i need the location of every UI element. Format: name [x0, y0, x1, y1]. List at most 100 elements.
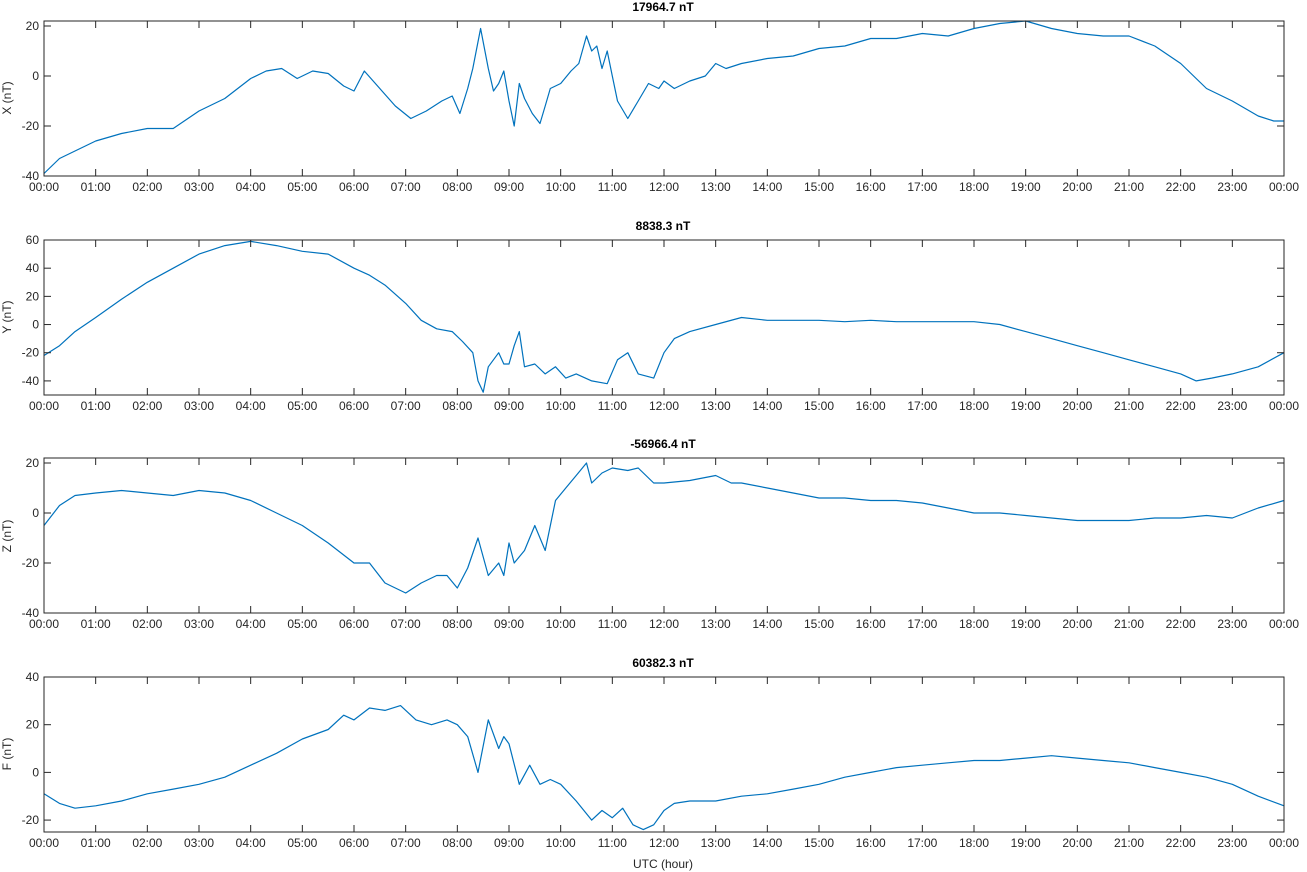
x-tick-label-f: 04:00: [236, 836, 266, 850]
x-tick-label-f: 22:00: [1166, 836, 1196, 850]
x-tick-label-z: 19:00: [1011, 617, 1041, 631]
x-tick-label-y: 23:00: [1217, 399, 1247, 413]
x-tick-label-z: 06:00: [339, 617, 369, 631]
x-tick-label-z: 12:00: [649, 617, 679, 631]
x-tick-label-y: 00:00: [1269, 399, 1299, 413]
x-tick-label-x: 03:00: [184, 180, 214, 194]
x-tick-label-f: 11:00: [598, 836, 627, 850]
series-line-x: [43, 20, 1284, 174]
x-tick-label-f: 15:00: [804, 836, 834, 850]
x-tick-label-z: 09:00: [494, 617, 524, 631]
x-tick-label-x: 19:00: [1011, 180, 1041, 194]
x-tick-label-y: 06:00: [339, 399, 369, 413]
x-tick-label-x: 23:00: [1217, 180, 1247, 194]
x-tick-label-z: 11:00: [598, 617, 627, 631]
x-tick-label-x: 04:00: [236, 180, 266, 194]
x-tick-label-y: 19:00: [1011, 399, 1041, 413]
x-tick-label-x: 09:00: [494, 180, 524, 194]
x-tick-label-x: 21:00: [1114, 180, 1144, 194]
y-tick-label-y: 40: [26, 261, 40, 275]
x-tick-label-x: 18:00: [959, 180, 989, 194]
x-tick-label-z: 08:00: [442, 617, 472, 631]
x-tick-label-y: 00:00: [29, 399, 59, 413]
x-tick-label-f: 16:00: [856, 836, 886, 850]
y-tick-label-y: -20: [22, 346, 40, 360]
x-tick-label-x: 05:00: [287, 180, 317, 194]
x-tick-label-f: 21:00: [1114, 836, 1144, 850]
y-tick-label-x: 20: [26, 19, 40, 33]
x-tick-label-y: 12:00: [649, 399, 679, 413]
x-tick-label-f: 14:00: [752, 836, 782, 850]
y-tick-label-x: -20: [22, 119, 40, 133]
plot-area-z: 00:00 01:00 02:00 03:00 04:00 05:00 06:00 07:00…: [22, 456, 1300, 631]
x-tick-label-f: 12:00: [649, 836, 679, 850]
x-tick-label-x: 00:00: [1269, 180, 1299, 194]
series-line-z: [43, 462, 1285, 594]
y-tick-label-y: 20: [26, 289, 40, 303]
y-tick-label-y: -40: [22, 374, 40, 388]
x-tick-label-y: 14:00: [752, 399, 782, 413]
y-tick-label-z: -40: [22, 606, 40, 620]
y-tick-label-z: -20: [22, 556, 40, 570]
y-tick-label-z: 20: [26, 456, 40, 470]
x-tick-label-f: 20:00: [1062, 836, 1092, 850]
x-tick-label-f: 09:00: [494, 836, 524, 850]
x-axis-label-f: UTC (hour): [633, 857, 693, 871]
x-tick-label-y: 11:00: [598, 399, 627, 413]
x-tick-label-z: 23:00: [1217, 617, 1247, 631]
y-tick-label-f: 20: [26, 718, 40, 732]
x-tick-label-z: 21:00: [1114, 617, 1144, 631]
x-tick-label-f: 19:00: [1011, 836, 1041, 850]
x-tick-label-z: 00:00: [29, 617, 59, 631]
x-tick-label-z: 20:00: [1062, 617, 1092, 631]
x-tick-label-y: 01:00: [81, 399, 111, 413]
x-tick-label-z: 10:00: [546, 617, 576, 631]
x-tick-label-z: 02:00: [132, 617, 162, 631]
x-tick-label-x: 13:00: [701, 180, 731, 194]
y-tick-label-f: 40: [26, 670, 40, 684]
x-tick-label-y: 03:00: [184, 399, 214, 413]
x-tick-label-x: 12:00: [649, 180, 679, 194]
x-tick-label-f: 06:00: [339, 836, 369, 850]
x-tick-label-y: 10:00: [546, 399, 576, 413]
x-tick-label-z: 14:00: [752, 617, 782, 631]
x-tick-label-y: 04:00: [236, 399, 266, 413]
x-tick-label-z: 22:00: [1166, 617, 1196, 631]
panel-title-x: 17964.7 nT: [632, 0, 694, 14]
x-tick-label-f: 13:00: [701, 836, 731, 850]
x-tick-label-f: 03:00: [184, 836, 214, 850]
x-tick-label-z: 07:00: [391, 617, 421, 631]
x-tick-label-f: 10:00: [546, 836, 576, 850]
x-tick-label-y: 08:00: [442, 399, 472, 413]
x-tick-label-f: 01:00: [81, 836, 111, 850]
x-tick-label-f: 07:00: [391, 836, 421, 850]
x-tick-label-z: 05:00: [287, 617, 317, 631]
y-tick-label-x: -40: [22, 169, 40, 183]
x-tick-label-y: 05:00: [287, 399, 317, 413]
x-tick-label-z: 17:00: [907, 617, 937, 631]
series-line-y: [43, 240, 1285, 393]
x-tick-label-x: 01:00: [81, 180, 111, 194]
x-tick-label-z: 00:00: [1269, 617, 1299, 631]
x-tick-label-x: 14:00: [752, 180, 782, 194]
plot-area-f: 00:00 01:00 02:00 03:00 04:00 05:00 06:00 07:00…: [22, 670, 1300, 850]
y-tick-label-y: 0: [32, 318, 39, 332]
panel-x: 17964.7 nT X (nT) 00:00 01:00 02:00 03:00 04…: [0, 0, 1299, 194]
x-tick-label-z: 16:00: [856, 617, 886, 631]
x-tick-label-f: 05:00: [287, 836, 317, 850]
y-axis-label-x: X (nT): [0, 81, 14, 114]
panel-title-y: 8838.3 nT: [636, 219, 691, 233]
x-tick-label-z: 04:00: [236, 617, 266, 631]
x-tick-label-x: 02:00: [132, 180, 162, 194]
x-tick-label-x: 07:00: [391, 180, 421, 194]
y-axis-label-f: F (nT): [0, 738, 14, 771]
x-tick-label-y: 13:00: [701, 399, 731, 413]
x-tick-label-y: 16:00: [856, 399, 886, 413]
panel-y: 8838.3 nT Y (nT) 00:00 01:00 02:00 03:00 04:…: [0, 219, 1299, 413]
x-tick-label-f: 00:00: [29, 836, 59, 850]
x-tick-label-y: 22:00: [1166, 399, 1196, 413]
x-tick-label-f: 18:00: [959, 836, 989, 850]
x-tick-label-f: 00:00: [1269, 836, 1299, 850]
